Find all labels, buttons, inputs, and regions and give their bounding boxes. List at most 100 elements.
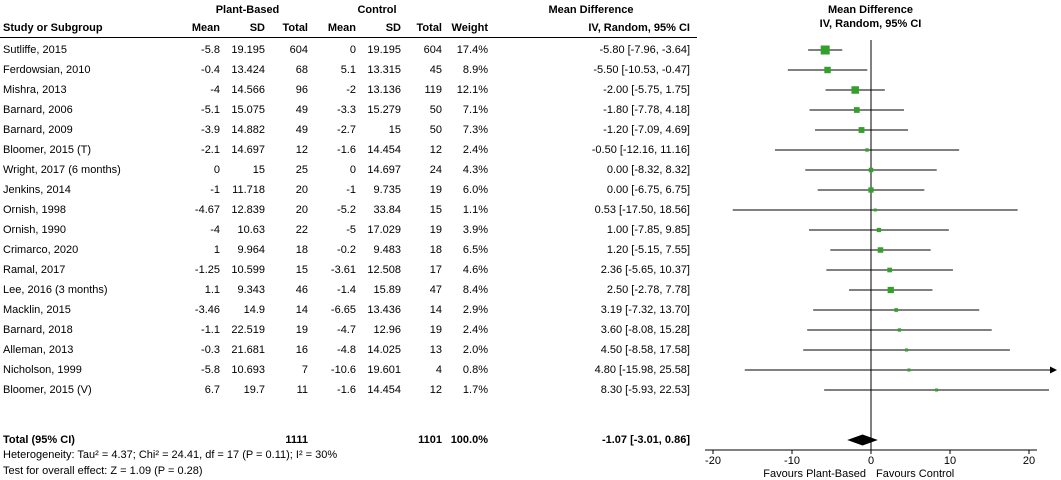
treatment-sd: 12.839 (231, 204, 265, 216)
weight: 0.8% (462, 364, 488, 376)
control-sd: 9.735 (373, 184, 401, 196)
control-sd: 13.136 (367, 84, 401, 96)
treatment-mean: 0 (213, 164, 220, 176)
effect-square (877, 247, 884, 253)
treatment-mean: -0.4 (201, 64, 220, 76)
treatment-total: 18 (295, 244, 308, 256)
treatment-mean: -2.1 (201, 144, 220, 156)
control-sd: 12.96 (373, 324, 401, 336)
study-name: Ornish, 1998 (3, 204, 66, 216)
treatment-sd: 9.964 (237, 244, 265, 256)
study-row: Barnard, 2009 -3.9 14.882 49 -2.7 15 50 7.3% -1.… (0, 120, 692, 140)
effect-square (868, 187, 874, 193)
control-mean: 5.1 (340, 64, 356, 76)
weight: 7.1% (462, 104, 488, 116)
ci-text: -5.50 [-10.53, -0.47] (593, 64, 690, 76)
treatment-sd: 19.7 (243, 384, 265, 396)
col-header-weight: Weight (451, 22, 488, 34)
weight: 1.7% (462, 384, 488, 396)
study-name: Barnard, 2009 (3, 124, 73, 136)
study-name: Bloomer, 2015 (T) (3, 144, 92, 156)
treatment-sd: 22.519 (231, 324, 265, 336)
total-empty-sd-t (222, 430, 267, 450)
total-ci: -1.07 [-3.01, 0.86] (601, 434, 690, 446)
study-name: Jenkins, 2014 (3, 184, 71, 196)
control-mean: -2.7 (337, 124, 356, 136)
column-header-row: Study or Subgroup Mean SD Total Mean SD … (0, 18, 692, 38)
control-sd: 12.508 (367, 264, 401, 276)
study-name: Mishra, 2013 (3, 84, 67, 96)
treatment-sd: 10.63 (237, 224, 265, 236)
ci-arrow-right (1050, 366, 1057, 374)
treatment-total: 96 (295, 84, 308, 96)
treatment-mean: -3.46 (194, 304, 220, 316)
control-total: 119 (424, 84, 442, 96)
col-header-treatment-mean: Mean (191, 22, 220, 34)
control-mean: -5.2 (337, 204, 356, 216)
plot-subheader: IV, Random, 95% CI (819, 18, 922, 30)
ci-text: 3.60 [-8.08, 15.28] (600, 324, 690, 336)
favours-right-label: Favours Control (876, 468, 954, 480)
study-name: Lee, 2016 (3 months) (3, 284, 108, 296)
treatment-sd: 15.075 (231, 104, 265, 116)
treatment-total: 25 (295, 164, 308, 176)
total-empty-mean-t (185, 430, 222, 450)
control-mean: -5 (346, 224, 356, 236)
control-sd: 15.279 (367, 104, 401, 116)
treatment-sd: 9.343 (237, 284, 265, 296)
control-total: 24 (429, 164, 442, 176)
col-header-treatment-total: Total (282, 22, 308, 34)
control-total: 19 (429, 184, 442, 196)
study-row: Bloomer, 2015 (V) 6.7 19.7 11 -1.6 14.454 12 1.… (0, 380, 692, 400)
x-tick-label: -20 (705, 455, 721, 467)
study-name: Barnard, 2018 (3, 324, 73, 336)
treatment-total: 12 (295, 144, 308, 156)
treatment-mean: -3.9 (201, 124, 220, 136)
effect-header-text-column: Mean Difference (548, 4, 634, 16)
weight: 2.9% (462, 304, 488, 316)
effect-square (894, 308, 899, 312)
study-name: Bloomer, 2015 (V) (3, 384, 92, 396)
study-row: Crimarco, 2020 1 9.964 18 -0.2 9.483 18 6.5% 1.2… (0, 240, 692, 260)
treatment-total: 49 (295, 104, 308, 116)
treatment-mean: -5.1 (201, 104, 220, 116)
study-row: Barnard, 2006 -5.1 15.075 49 -3.3 15.279 50 7.1… (0, 100, 692, 120)
effect-header-plot-column: Mean Difference (828, 4, 913, 16)
study-row: Wright, 2017 (6 months) 0 15 25 0 14.697 24 4.3… (0, 160, 692, 180)
ci-text: 1.00 [-7.85, 9.85] (606, 224, 690, 236)
total-empty-mean-c (310, 430, 358, 450)
weight: 4.3% (462, 164, 488, 176)
effect-square (858, 127, 865, 133)
study-name: Wright, 2017 (6 months) (3, 164, 121, 176)
control-total: 45 (429, 64, 442, 76)
overall-effect-text: Test for overall effect: Z = 1.09 (P = 0… (3, 465, 203, 477)
treatment-mean: -5.8 (201, 364, 220, 376)
control-total: 19 (429, 324, 442, 336)
col-header-control-mean: Mean (327, 22, 356, 34)
control-sd: 33.84 (373, 204, 401, 216)
study-name: Crimarco, 2020 (3, 244, 79, 256)
ci-text: 1.20 [-5.15, 7.55] (606, 244, 690, 256)
control-sd: 14.454 (367, 144, 401, 156)
treatment-total: 20 (295, 204, 308, 216)
weight: 2.4% (462, 324, 488, 336)
treatment-total: 22 (295, 224, 308, 236)
col-header-control-sd: SD (385, 22, 401, 34)
total-diamond (847, 434, 878, 446)
treatment-sd: 14.9 (243, 304, 265, 316)
weight: 12.1% (456, 84, 488, 96)
weight: 6.0% (462, 184, 488, 196)
total-control-n: 1101 (418, 434, 442, 446)
ci-text: 0.53 [-17.50, 18.56] (594, 204, 690, 216)
weight: 17.4% (456, 44, 488, 56)
forest-plot-canvas: -20 -10 0 10 20 Favours Plant-Based Favours Co… (705, 40, 1057, 480)
control-total: 14 (429, 304, 442, 316)
weight: 6.5% (462, 244, 488, 256)
control-mean: -1.4 (337, 284, 356, 296)
treatment-total: 20 (295, 184, 308, 196)
control-sd: 14.454 (367, 384, 401, 396)
x-tick-label: 20 (1023, 455, 1035, 467)
control-mean: 0 (349, 44, 356, 56)
ci-text: -0.50 [-12.16, 11.16] (591, 144, 690, 156)
